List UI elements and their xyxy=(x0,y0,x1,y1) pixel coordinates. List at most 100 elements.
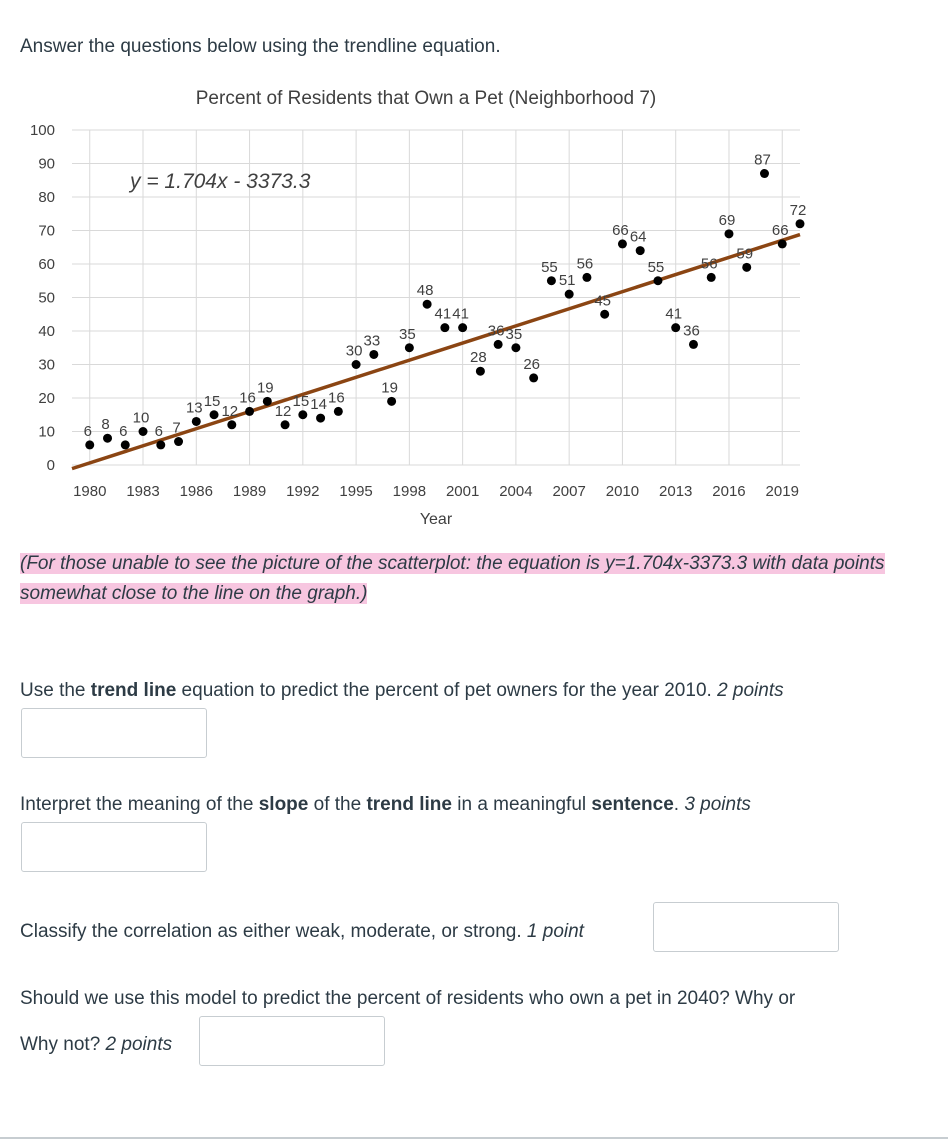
data-point xyxy=(120,440,130,450)
data-point xyxy=(103,433,113,443)
data-point xyxy=(475,366,485,376)
y-tick-label: 70 xyxy=(38,223,55,240)
data-point xyxy=(777,239,787,249)
data-point xyxy=(422,299,432,309)
data-label: 19 xyxy=(257,379,274,396)
answer-input-3[interactable] xyxy=(653,902,839,952)
instructions-text: Answer the questions below using the tre… xyxy=(20,36,501,57)
data-label: 7 xyxy=(172,420,180,437)
answer-input-1[interactable] xyxy=(21,708,207,758)
data-label: 48 xyxy=(417,282,434,299)
q2-text-2: of the xyxy=(308,794,367,815)
data-point xyxy=(511,343,521,353)
answer-input-2[interactable] xyxy=(21,822,207,872)
x-tick-label: 1983 xyxy=(126,483,159,500)
data-point xyxy=(635,246,645,256)
bottom-divider xyxy=(0,1137,948,1139)
data-label: 6 xyxy=(119,423,127,440)
data-point xyxy=(653,276,663,286)
x-tick-label: 2010 xyxy=(606,483,639,500)
data-points xyxy=(85,169,805,450)
data-point xyxy=(582,272,592,282)
data-label: 66 xyxy=(772,222,789,239)
data-label: 55 xyxy=(541,259,558,276)
x-tick-label: 1995 xyxy=(339,483,372,500)
data-label: 66 xyxy=(612,222,629,239)
data-label: 64 xyxy=(630,229,647,246)
data-label: 55 xyxy=(648,259,665,276)
data-label: 69 xyxy=(719,212,736,229)
data-label: 35 xyxy=(506,326,523,343)
data-point xyxy=(458,323,468,333)
data-point xyxy=(369,349,379,359)
data-label: 36 xyxy=(488,322,505,339)
y-tick-label: 40 xyxy=(38,323,55,340)
data-label: 87 xyxy=(754,152,771,169)
answer-input-4[interactable] xyxy=(199,1016,385,1066)
data-label: 30 xyxy=(346,343,363,360)
data-label: 12 xyxy=(221,403,238,420)
data-label: 10 xyxy=(133,410,150,427)
data-point xyxy=(440,323,450,333)
data-point xyxy=(191,416,201,426)
data-point xyxy=(174,437,184,447)
data-point xyxy=(600,309,610,319)
data-point xyxy=(742,262,752,272)
data-point xyxy=(227,420,237,430)
question-1: Use the trend line equation to predict t… xyxy=(20,668,784,714)
data-point xyxy=(387,396,397,406)
data-point xyxy=(724,229,734,239)
q4-points: 2 points xyxy=(105,1034,173,1055)
data-label: 56 xyxy=(577,255,594,272)
question-4-line2: Why not? 2 points xyxy=(20,1022,172,1068)
data-label: 14 xyxy=(310,396,327,413)
data-point xyxy=(209,410,219,420)
x-axis-title: Year xyxy=(420,511,453,528)
data-label: 41 xyxy=(452,306,469,323)
x-tick-label: 1989 xyxy=(233,483,266,500)
data-label: 41 xyxy=(665,306,682,323)
x-tick-label: 2007 xyxy=(552,483,585,500)
data-point xyxy=(138,427,148,436)
scatter-chart: Percent of Residents that Own a Pet (Nei… xyxy=(30,88,807,528)
data-label: 6 xyxy=(155,423,163,440)
data-label: 45 xyxy=(594,292,611,309)
data-point xyxy=(546,276,556,286)
y-tick-label: 80 xyxy=(38,189,55,206)
x-tick-label: 2001 xyxy=(446,483,479,500)
x-tick-label: 2016 xyxy=(712,483,745,500)
data-point xyxy=(316,413,326,423)
data-point xyxy=(795,219,805,229)
data-label: 36 xyxy=(683,322,700,339)
chart-title: Percent of Residents that Own a Pet (Nei… xyxy=(196,88,656,109)
data-label: 15 xyxy=(204,393,221,410)
data-point xyxy=(759,169,769,179)
q2-points: 3 points xyxy=(684,794,751,815)
trendline xyxy=(71,232,801,471)
q2-text: Interpret the meaning of the xyxy=(20,794,259,815)
note-text: (For those unable to see the picture of … xyxy=(20,553,885,604)
q1-text-2: equation to predict the percent of pet o… xyxy=(176,680,718,701)
data-point xyxy=(333,406,343,416)
data-point xyxy=(564,289,574,299)
question-4: Should we use this model to predict the … xyxy=(20,976,795,1022)
q1-text: Use the xyxy=(20,680,91,701)
q1-points: 2 points xyxy=(717,680,784,701)
data-label: 6 xyxy=(84,423,92,440)
data-label: 72 xyxy=(790,202,807,219)
data-label: 12 xyxy=(275,403,292,420)
q2-text-3: in a meaningful xyxy=(451,794,592,815)
data-label: 8 xyxy=(101,416,109,433)
q4-text-line1: Should we use this model to predict the … xyxy=(20,988,796,1009)
data-label: 26 xyxy=(523,356,540,373)
trendline-equation: y = 1.704x - 3373.3 xyxy=(128,170,311,193)
data-point xyxy=(671,323,681,333)
data-point xyxy=(280,420,290,430)
q1-bold-trendline: trend line xyxy=(90,680,177,701)
y-tick-label: 60 xyxy=(38,256,55,273)
data-label: 33 xyxy=(364,332,381,349)
data-label: 41 xyxy=(435,306,452,323)
data-label: 19 xyxy=(381,379,398,396)
q3-text: Classify the correlation as either weak,… xyxy=(20,921,527,942)
